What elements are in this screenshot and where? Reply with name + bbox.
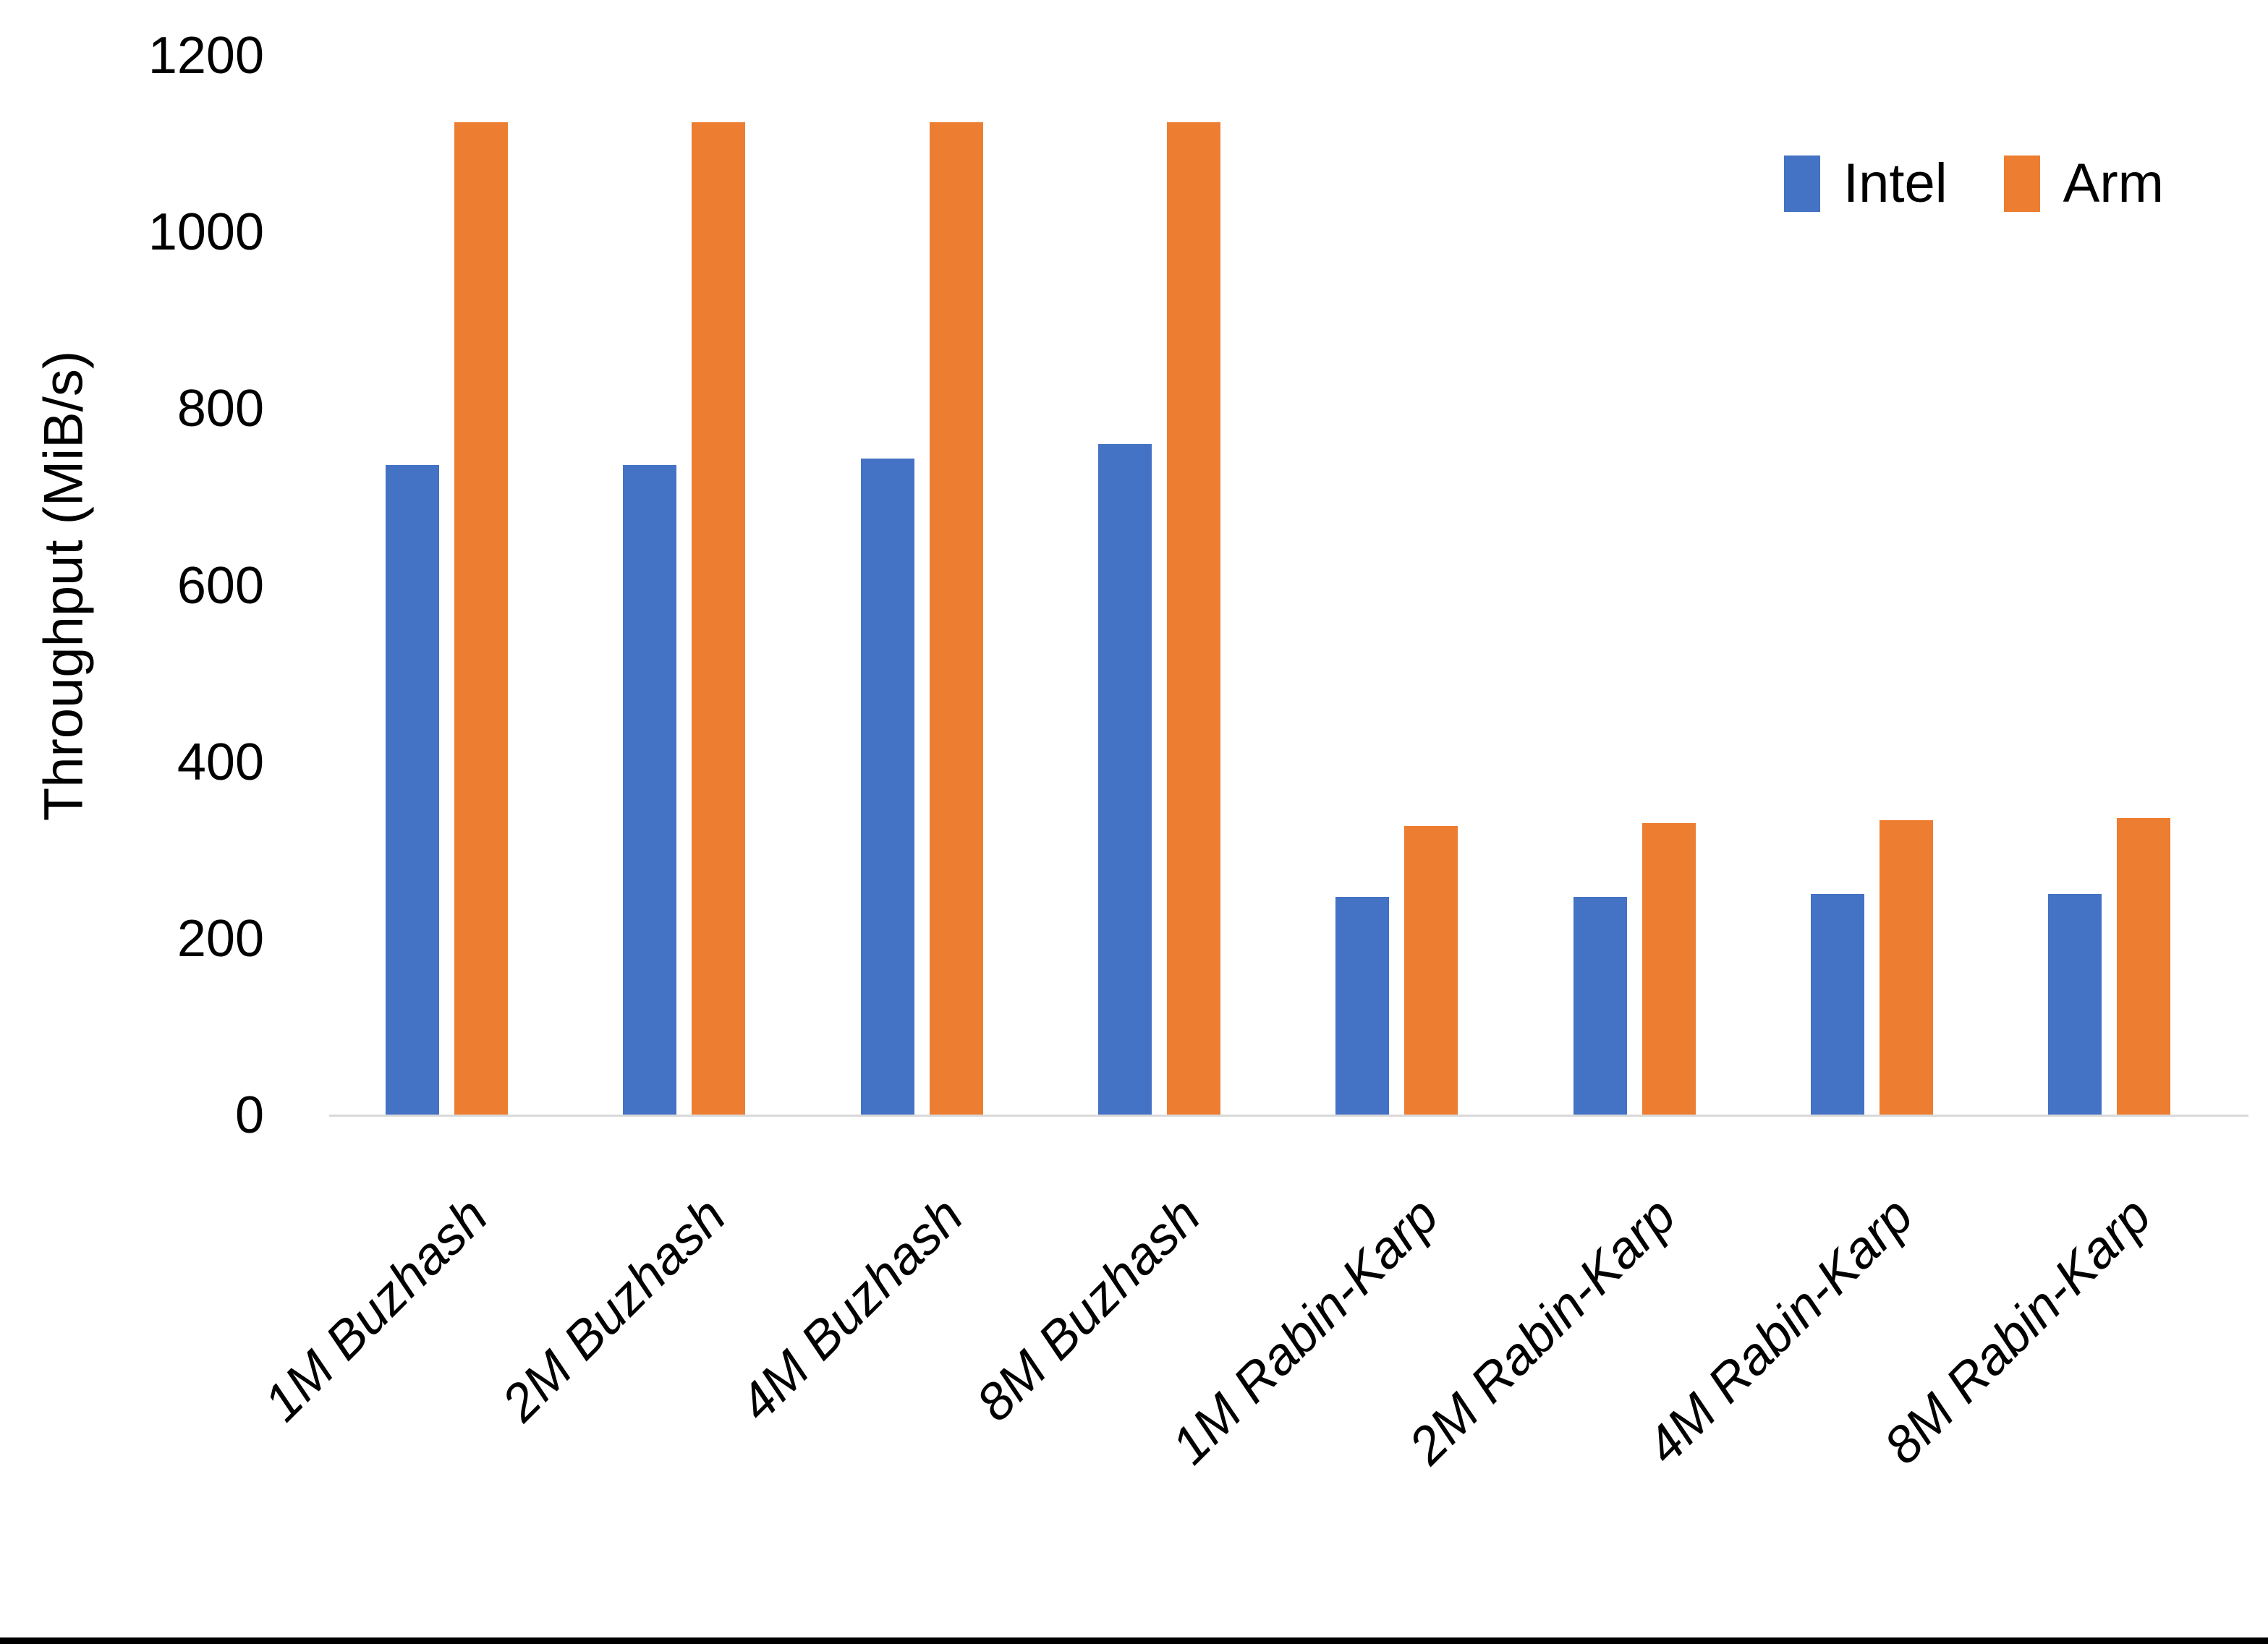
- legend-swatch-arm: [2003, 155, 2040, 212]
- y-axis-tick: 200: [177, 909, 264, 968]
- y-axis-tick: 400: [177, 733, 264, 791]
- x-axis-label: 4M Buzhash: [728, 1186, 974, 1433]
- bar-arm-0: [454, 122, 508, 1115]
- bar-arm-4: [1404, 825, 1458, 1115]
- bar-intel-7: [2048, 893, 2102, 1115]
- bar-arm-1: [692, 122, 746, 1115]
- bar-intel-1: [623, 465, 677, 1115]
- legend-item-arm: Arm: [2003, 152, 2164, 215]
- bar-arm-2: [929, 122, 983, 1115]
- bar-arm-7: [2117, 817, 2171, 1115]
- y-axis-tick: 1000: [148, 203, 264, 262]
- legend-swatch-intel: [1784, 155, 1820, 212]
- bar-intel-5: [1573, 897, 1627, 1115]
- bar-intel-2: [860, 458, 914, 1115]
- y-axis-tick: 1200: [148, 27, 264, 85]
- bar-intel-3: [1097, 444, 1152, 1115]
- legend-item-intel: Intel: [1784, 152, 1948, 215]
- legend-label-arm: Arm: [2063, 153, 2164, 214]
- bar-intel-0: [386, 465, 439, 1115]
- legend-label-intel: Intel: [1843, 153, 1948, 214]
- y-axis-tick: 0: [234, 1086, 264, 1144]
- x-axis-label: 2M Buzhash: [490, 1186, 737, 1433]
- bar-intel-4: [1335, 897, 1390, 1115]
- bar-arm-5: [1641, 822, 1696, 1115]
- y-axis-tick: 800: [177, 380, 264, 438]
- y-axis-tick: 600: [177, 556, 264, 615]
- bar-arm-6: [1879, 820, 1933, 1115]
- x-axis-label: 1M Buzhash: [253, 1186, 499, 1433]
- x-axis-line: [329, 1115, 2248, 1117]
- x-axis-label: 8M Buzhash: [966, 1186, 1212, 1433]
- bottom-border: [0, 1637, 2268, 1644]
- bar-intel-6: [1810, 893, 1864, 1115]
- bar-arm-3: [1166, 122, 1220, 1115]
- legend: Intel Arm: [1784, 152, 2164, 215]
